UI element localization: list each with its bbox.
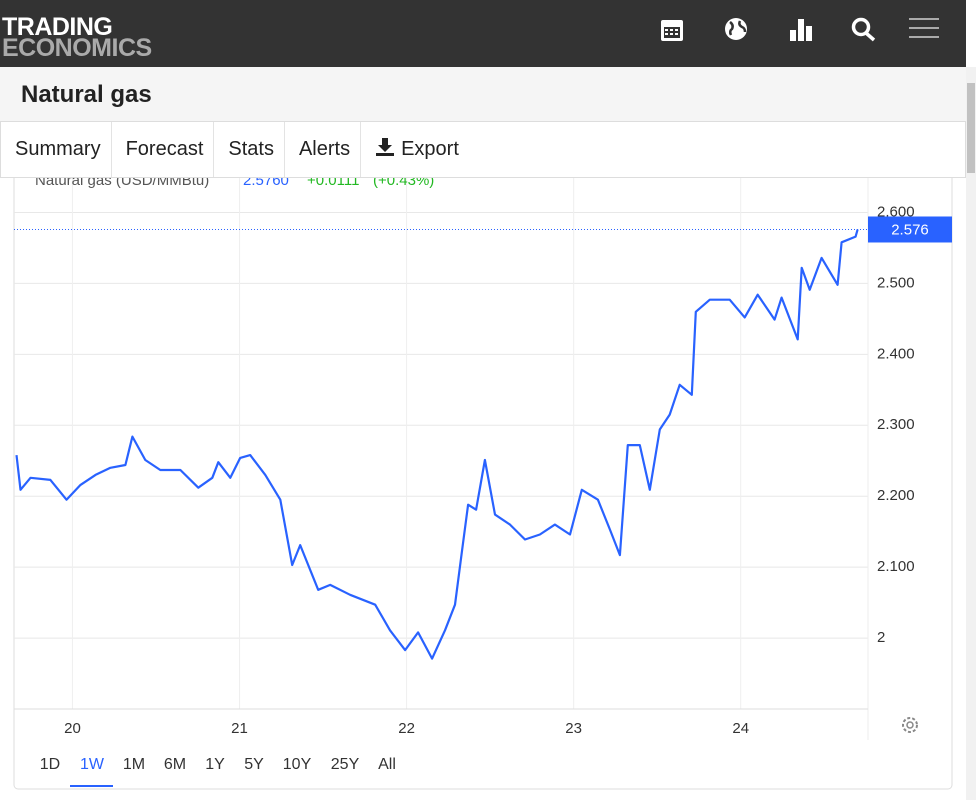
y-tick-label: 2.500 (877, 274, 915, 291)
x-tick-label: 21 (231, 720, 248, 737)
settings-icon[interactable] (902, 717, 918, 733)
range-button[interactable]: 1D (40, 756, 60, 773)
x-tick-label: 23 (565, 720, 582, 737)
scrollbar[interactable] (966, 67, 976, 800)
tab[interactable]: Stats (213, 122, 284, 177)
y-tick-label: 2.100 (877, 558, 915, 575)
y-tick-label: 2.200 (877, 487, 915, 504)
chart-panel (13, 169, 953, 790)
calendar-icon[interactable] (661, 20, 683, 41)
tab-bar: Summary Forecast Stats Alerts Export (0, 121, 966, 178)
range-button[interactable]: 1W (80, 756, 105, 773)
y-tick-label: 2.600 (877, 203, 915, 220)
top-bar: TRADING ECONOMICS (0, 0, 966, 67)
range-button[interactable]: 25Y (331, 756, 360, 773)
tab[interactable]: Export (360, 122, 469, 177)
range-button[interactable]: 10Y (283, 756, 312, 773)
range-button[interactable]: 5Y (244, 756, 264, 773)
range-button[interactable]: 1M (123, 756, 145, 773)
page-title: Natural gas (21, 81, 152, 108)
menu-icon[interactable] (909, 18, 939, 38)
tab[interactable]: Forecast (110, 122, 214, 177)
y-tick-label: 2.300 (877, 416, 915, 433)
x-tick-label: 22 (398, 720, 415, 737)
y-tick-label: 2.400 (877, 345, 915, 362)
last-value-badge (868, 216, 952, 243)
globe-icon[interactable] (725, 18, 747, 40)
y-tick-label: 2 (877, 629, 885, 646)
last-value-label: 2.576 (891, 221, 929, 238)
chart-icon[interactable] (790, 19, 812, 41)
range-button[interactable]: 1Y (205, 756, 225, 773)
grid (14, 177, 868, 709)
tab[interactable]: Summary (15, 138, 101, 160)
nav-icons (661, 17, 939, 42)
tab[interactable]: Alerts (283, 122, 360, 177)
price-line (15, 229, 859, 660)
scroll-thumb[interactable] (967, 83, 975, 173)
export-icon (376, 138, 395, 156)
range-button[interactable]: All (378, 756, 396, 773)
x-tick-label: 20 (64, 720, 81, 737)
x-tick-label: 24 (732, 720, 749, 737)
title-bar: Natural gas (0, 67, 966, 121)
logo[interactable]: ECONOMICS (2, 34, 152, 62)
search-icon[interactable] (851, 17, 876, 42)
range-button[interactable]: 6M (164, 756, 186, 773)
logo[interactable]: TRADING (2, 13, 113, 41)
